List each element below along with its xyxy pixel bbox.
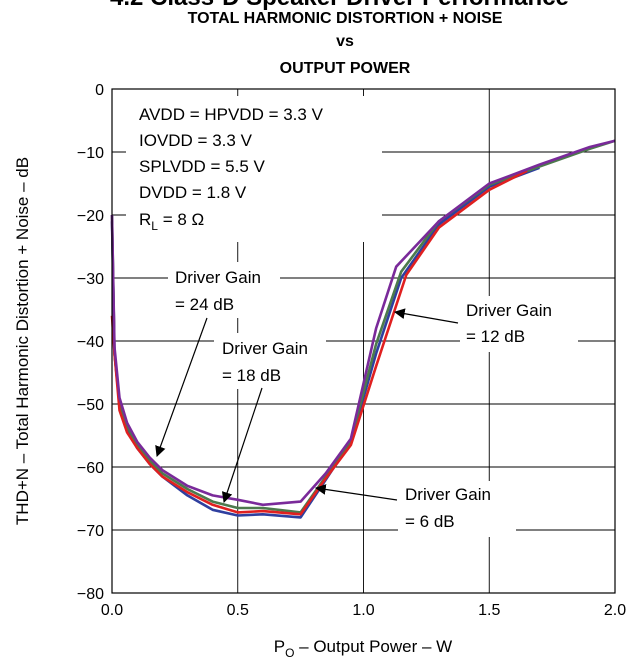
series-line-3 [110,139,616,507]
y-axis-label: THD+N – Total Harmonic Distortion + Nois… [13,157,32,525]
x-tick-label: 1.0 [352,602,374,619]
chart-title-line1: TOTAL HARMONIC DISTORTION + NOISE [188,10,503,27]
annotation-6db-bg [398,481,516,537]
y-tick-label: −10 [77,145,104,162]
y-tick-label: −40 [77,334,104,351]
y-tick-label: −70 [77,523,104,540]
annotation-24db-line1: Driver Gain [175,268,261,287]
y-tick-label: −50 [77,397,104,414]
x-tick-label: 0.0 [101,602,123,619]
x-tick-label: 0.5 [227,602,249,619]
x-tick-labels: 0.0 0.5 1.0 1.5 2.0 [101,602,626,619]
annotation-24db-bg [168,262,280,318]
annotation-24db-arrow [155,317,208,458]
y-tick-label: −60 [77,460,104,477]
annotation-12db-arrow [393,308,459,324]
annotation-6db-arrow [314,484,398,501]
condition-rl: RL = 8 Ω [139,210,204,233]
annotation-18db-arrow [221,387,263,504]
x-axis-label: PO – Output Power – W [274,637,452,660]
y-tick-labels: 0 −10 −20 −30 −40 −50 −60 −70 −80 [77,82,104,603]
condition-iovdd: IOVDD = 3.3 V [139,131,253,150]
plot-frame [111,88,616,594]
y-tick-label: −80 [77,586,104,603]
annotation-18db-line1: Driver Gain [222,339,308,358]
x-tick-label: 1.5 [478,602,500,619]
annotation-12db-line2: = 12 dB [466,327,525,346]
section-header: 4.2 Class-D Speaker Driver Performance [110,0,569,11]
annotation-12db-line1: Driver Gain [466,301,552,320]
x-tick-label: 2.0 [604,602,626,619]
y-tick-label: −20 [77,208,104,225]
series-group [110,139,616,519]
condition-splvdd: SPLVDD = 5.5 V [139,157,265,176]
chart-title-line3: OUTPUT POWER [280,60,411,77]
annotation-6db-line1: Driver Gain [405,485,491,504]
condition-dvdd: DVDD = 1.8 V [139,183,247,202]
chart-title-line2: vs [336,33,354,50]
annotation-18db-bg [214,333,326,389]
series-line-2 [110,169,528,516]
annotation-18db-line2: = 18 dB [222,366,281,385]
y-tick-label: 0 [95,82,104,99]
annotation-12db-bg [460,296,578,352]
conditions-box [126,96,382,242]
annotation-6db-line2: = 6 dB [405,512,455,531]
condition-avdd: AVDD = HPVDD = 3.3 V [139,105,324,124]
annotation-24db-line2: = 24 dB [175,295,234,314]
y-tick-label: −30 [77,271,104,288]
